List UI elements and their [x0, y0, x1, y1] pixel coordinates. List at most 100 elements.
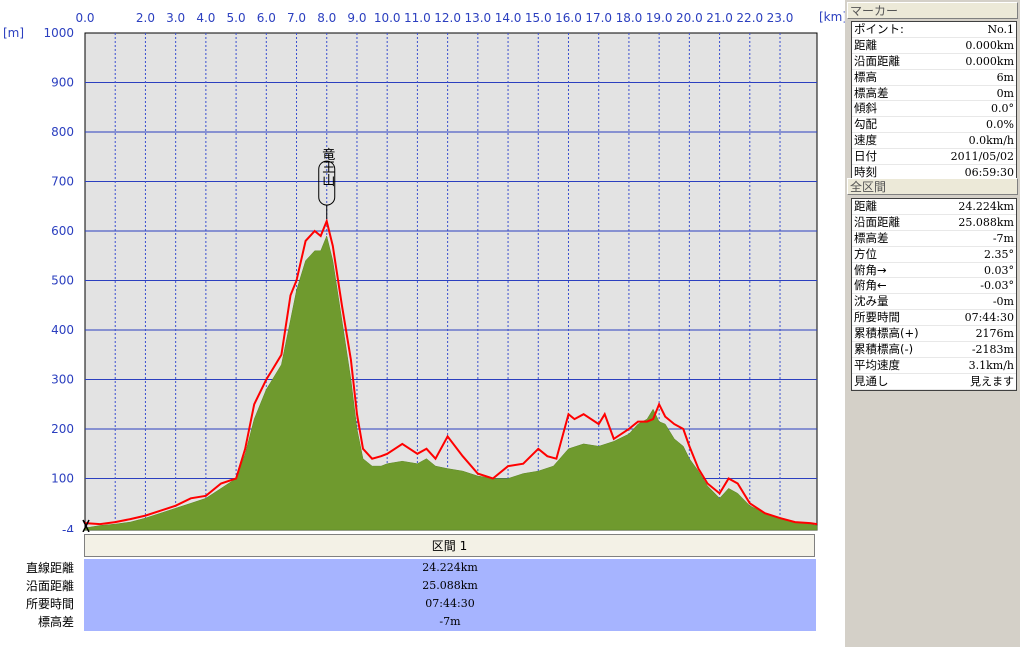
section-header[interactable]: 区間 1 [84, 534, 815, 557]
panel-row-value: 6m [996, 70, 1014, 84]
panel-row-key: 所要時間 [854, 310, 900, 325]
x-tick-label: 19.0 [646, 11, 673, 25]
y-tick-label: 100 [51, 472, 74, 486]
y-tick-label: 400 [51, 323, 74, 337]
panel-row-key: 見通し [854, 373, 889, 388]
panel-row-value: -0.03° [980, 279, 1014, 293]
panel-row: 平均速度 3.1km/h [852, 358, 1016, 374]
x-tick-label: 15.0 [525, 11, 552, 25]
panel-row: ポイント: No.1 [852, 22, 1016, 38]
panel-row: 俯角→ 0.03° [852, 263, 1016, 279]
panel-row-key: 平均速度 [854, 357, 900, 372]
y-unit-label: [m] [3, 26, 24, 40]
panel-row-key: 標高差 [854, 85, 889, 100]
panel-row-key: 勾配 [854, 117, 877, 132]
summary-value: -7m [84, 613, 816, 631]
x-tick-label: 14.0 [495, 11, 522, 25]
panel-row-value: 0.000km [965, 54, 1014, 68]
x-tick-label: 9.0 [347, 11, 366, 25]
grid-lines [85, 33, 817, 530]
panel-row: 見通し 見えます [852, 374, 1016, 390]
x-tick-label: 3.0 [166, 11, 185, 25]
panel-row: 日付 2011/05/02 [852, 149, 1016, 166]
panel-row-value: -7m [992, 231, 1014, 245]
panel-row: 勾配 0.0% [852, 117, 1016, 134]
x-tick-label: 22.0 [736, 11, 763, 25]
panel-row-value: 0.000km [965, 38, 1014, 52]
peak-annotation: 竜王山 [318, 148, 336, 220]
summary-value: 24.224km [84, 559, 816, 577]
panel-row: 標高差 0m [852, 86, 1016, 102]
x-tick-label: 7.0 [287, 11, 306, 25]
marker-table: ポイント: No.1 距離 0.000km 沿面距離 0.000km 標高 6m 標高差 0m 傾斜… [851, 21, 1017, 182]
x-tick-label: 20.0 [676, 11, 703, 25]
panel-row: 速度 0.0km/h [852, 133, 1016, 150]
panel-row: 距離 0.000km [852, 38, 1016, 54]
panel-row-key: 沈み量 [854, 294, 889, 309]
panel-row: 距離 24.224km [852, 199, 1016, 215]
y-tick-label: 600 [51, 224, 74, 238]
panel-row-value: -0m [992, 295, 1014, 309]
panel-row-value: 0.0% [986, 118, 1014, 132]
x-tick-label: 17.0 [585, 11, 612, 25]
panel-row: 累積標高(-) -2183m [852, 342, 1016, 358]
panel-row: 標高差 -7m [852, 231, 1016, 247]
y-tick-label: 700 [51, 175, 74, 189]
elevation-chart[interactable]: 0.0 2.0 3.0 4.0 5.0 6.0 7.0 8.0 9.0 10.0 11.0 12.0 1… [0, 0, 845, 532]
x-tick-label: 0.0 [75, 11, 94, 25]
panel-row-key: 時刻 [854, 165, 877, 180]
panel-row-key: 俯角→ [854, 262, 887, 277]
section-summary: 区間 1 直線距離 24.224km 沿面距離 25.088km 所要時間 07:44:3… [0, 532, 845, 647]
panel-row: 傾斜 0.0° [852, 101, 1016, 118]
panel-row-key: 標高 [854, 69, 877, 84]
x-axis-ticks: 0.0 2.0 3.0 4.0 5.0 6.0 7.0 8.0 9.0 10.0 11.0 12.0 1… [75, 11, 793, 25]
y-tick-label: -4 [62, 523, 74, 532]
panel-row-key: 沿面距離 [854, 214, 900, 229]
panel-row-value: 2.35° [984, 247, 1014, 261]
x-tick-label: 11.0 [404, 11, 431, 25]
panel-row-value: 0.0° [991, 102, 1014, 116]
panel-row-value: -2183m [971, 343, 1014, 357]
summary-value: 07:44:30 [84, 595, 816, 613]
panel-row-key: 日付 [854, 149, 877, 164]
summary-label: 沿面距離 [25, 579, 74, 593]
panel-row-key: 距離 [854, 199, 877, 213]
summary-label: 標高差 [37, 615, 74, 629]
panel-row-key: ポイント: [854, 22, 904, 36]
x-tick-label: 18.0 [616, 11, 643, 25]
y-axis-ticks: 1000 900 800 700 600 500 400 300 200 100 -4 [43, 26, 74, 532]
x-unit-label: [km] [819, 10, 845, 24]
start-marker-icon[interactable] [82, 519, 90, 532]
panel-row-value: 見えます [970, 374, 1014, 388]
y-tick-label: 500 [51, 274, 74, 288]
panel-row: 累積標高(+) 2176m [852, 326, 1016, 343]
summary-label: 所要時間 [25, 597, 74, 611]
panel-row: 方位 2.35° [852, 247, 1016, 263]
panel-row-value: 06:59:30 [964, 166, 1014, 180]
panel-row-key: 距離 [854, 37, 877, 52]
y-tick-label: 800 [51, 125, 74, 139]
panel-row-value: 0.03° [984, 263, 1014, 277]
panel-row-key: 標高差 [854, 230, 889, 245]
panel-row: 沈み量 -0m [852, 294, 1016, 311]
panel-row: 沿面距離 0.000km [852, 54, 1016, 70]
panel-row-value: 2176m [975, 327, 1014, 341]
x-tick-label: 12.0 [434, 11, 461, 25]
x-tick-label: 21.0 [706, 11, 733, 25]
y-tick-label: 900 [51, 76, 74, 90]
panel-row: 所要時間 07:44:30 [852, 310, 1016, 327]
peak-label-frame [318, 160, 336, 206]
x-tick-label: 13.0 [464, 11, 491, 25]
marker-panel-title[interactable]: マーカー [847, 2, 1018, 19]
panel-row-key: 累積標高(+) [854, 326, 919, 341]
panel-row-value: 25.088km [958, 215, 1014, 229]
panel-row-key: 沿面距離 [854, 53, 900, 68]
x-tick-label: 10.0 [374, 11, 401, 25]
panel-row-value: 24.224km [958, 200, 1014, 213]
panel-row-value: 3.1km/h [968, 358, 1014, 372]
info-panel: マーカー ポイント: No.1 距離 0.000km 沿面距離 0.000km 標高 6m 標高… [845, 0, 1020, 647]
section-panel-title[interactable]: 全区間 [847, 178, 1018, 195]
panel-row-value: 0m [996, 86, 1014, 100]
panel-row-value: 0.0km/h [968, 134, 1014, 148]
x-tick-label: 4.0 [196, 11, 215, 25]
